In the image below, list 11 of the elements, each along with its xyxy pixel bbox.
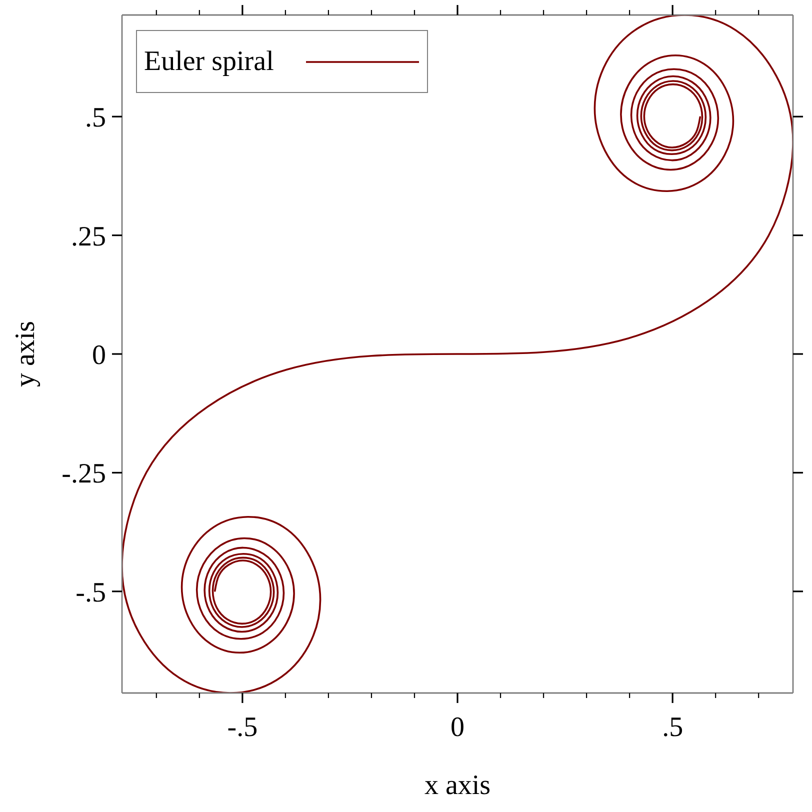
x-tick-label: .5 <box>662 712 684 743</box>
y-tick-label: -.5 <box>76 577 106 608</box>
y-tick-label: -.25 <box>62 458 106 490</box>
y-tick-label: 0 <box>92 340 106 371</box>
x-tick-label: -.5 <box>227 712 258 743</box>
x-tick-label: 0 <box>450 712 464 743</box>
y-axis-title: y axis <box>10 320 41 388</box>
x-axis-title: x axis <box>424 770 491 801</box>
y-tick-label: .5 <box>85 102 106 134</box>
y-tick-label: .25 <box>71 221 106 252</box>
legend-label: Euler spiral <box>144 46 274 76</box>
